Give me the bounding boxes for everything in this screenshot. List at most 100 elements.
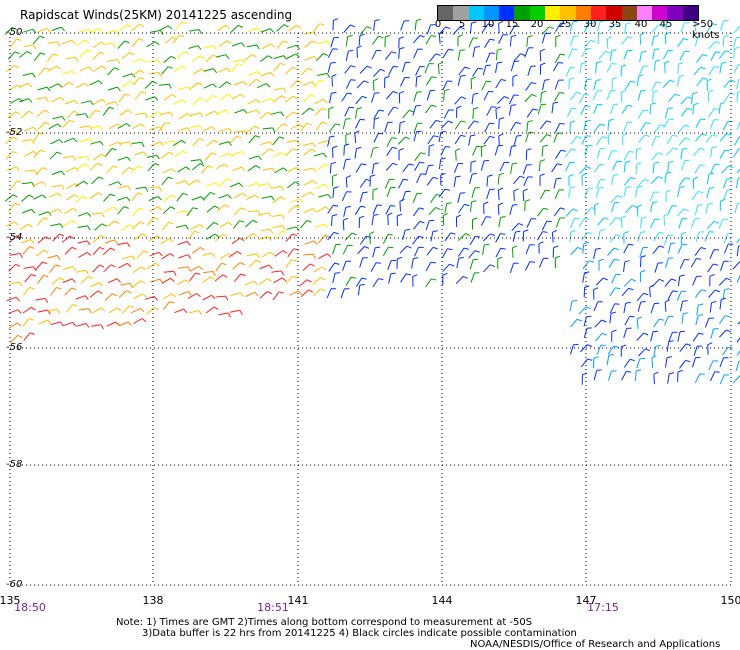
wind-barb: [345, 276, 352, 286]
wind-barb: [607, 23, 616, 32]
wind-barb: [342, 119, 346, 130]
wind-barb: [300, 289, 309, 298]
wind-barb: [607, 345, 615, 355]
wind-barb-feather: [15, 296, 20, 302]
wind-barb: [666, 134, 674, 144]
wind-barb: [48, 208, 59, 214]
wind-barb: [206, 222, 215, 230]
wind-barb: [162, 293, 172, 300]
wind-barb: [231, 237, 241, 245]
wind-barb-feather: [715, 289, 720, 293]
wind-barb: [78, 308, 89, 311]
wind-barb-feather: [664, 299, 671, 303]
wind-barb: [425, 104, 432, 114]
wind-barb: [200, 165, 209, 174]
wind-barb: [313, 152, 324, 157]
wind-barb-feather: [685, 177, 691, 180]
wind-barb: [231, 151, 242, 156]
wind-barb: [77, 212, 88, 217]
wind-barb: [372, 247, 376, 258]
wind-barb-feather: [639, 32, 645, 36]
wind-barb: [160, 238, 170, 245]
wind-barb: [190, 159, 201, 162]
wind-barb-feather: [129, 305, 134, 309]
wind-barb: [736, 120, 740, 130]
wind-barb: [638, 348, 646, 357]
wind-barb: [22, 182, 33, 185]
wind-barb: [189, 272, 196, 282]
wind-barb: [203, 83, 214, 89]
wind-barb: [300, 123, 307, 132]
wind-barb-feather: [373, 78, 379, 82]
wind-barb-feather: [324, 183, 329, 188]
wind-barb: [79, 125, 90, 129]
wind-barb: [187, 293, 197, 300]
wind-barb: [258, 183, 269, 186]
wind-barb-feather: [730, 79, 736, 83]
wind-barb: [288, 24, 297, 32]
wind-barb-feather: [405, 273, 411, 276]
wind-barb: [638, 134, 646, 143]
wind-barb-feather: [256, 182, 261, 188]
wind-barb-feather: [182, 192, 188, 196]
wind-barb: [215, 295, 226, 298]
wind-barb: [89, 80, 99, 86]
wind-barb-feather: [667, 107, 674, 109]
wind-barb-feather: [332, 214, 338, 217]
wind-barb-feather: [614, 258, 620, 261]
wind-barb: [680, 149, 683, 160]
wind-barb-feather: [625, 301, 631, 304]
wind-barb-feather: [727, 120, 733, 123]
wind-barb: [654, 262, 659, 273]
wind-barb-feather: [611, 63, 617, 65]
wind-barb-feather: [292, 275, 298, 279]
wind-barb-feather: [47, 319, 52, 324]
wind-barb: [695, 289, 702, 298]
wind-barb: [177, 266, 188, 269]
wind-barb-feather: [42, 167, 48, 170]
wind-barb-feather: [44, 122, 50, 125]
wind-barb-feather: [626, 186, 632, 188]
wind-barb-feather: [442, 272, 448, 276]
wind-barb: [426, 247, 434, 256]
wind-barb-feather: [637, 204, 643, 208]
wind-barb-feather: [153, 217, 159, 220]
wind-barb: [214, 274, 224, 282]
wind-barb-feather: [27, 50, 32, 55]
wind-barb: [483, 136, 491, 145]
wind-barb: [74, 195, 84, 203]
wind-barb: [668, 332, 673, 342]
wind-barb: [287, 205, 296, 213]
wind-barb-feather: [126, 24, 132, 28]
colorbar-segment: [468, 6, 484, 20]
wind-barb: [118, 93, 126, 103]
wind-barb-feather: [655, 345, 661, 347]
wind-barb-feather: [281, 277, 287, 282]
wind-barb: [370, 262, 377, 272]
wind-barb-feather: [321, 121, 328, 124]
wind-barb: [495, 108, 498, 119]
wind-barb: [679, 51, 685, 61]
wind-barb-feather: [186, 127, 191, 132]
wind-barb: [690, 218, 696, 228]
wind-barb-feather: [328, 106, 334, 110]
wind-barb: [164, 140, 175, 144]
wind-barb: [498, 217, 501, 228]
wind-barb-feather: [270, 43, 275, 48]
wind-barb: [9, 235, 17, 243]
wind-barb-feather: [629, 315, 635, 318]
wind-barb-feather: [463, 247, 469, 250]
wind-barb: [161, 253, 171, 260]
wind-barb: [554, 53, 561, 64]
wind-barb: [106, 165, 114, 174]
wind-barb-feather: [157, 111, 163, 115]
wind-barb-feather: [345, 158, 351, 161]
wind-barb-feather: [663, 213, 669, 217]
wind-barb: [455, 150, 457, 161]
wind-barb-feather: [672, 134, 678, 137]
wind-barb: [624, 81, 631, 91]
wind-barb-feather: [212, 94, 218, 99]
wind-barb: [497, 190, 500, 201]
wind-barb: [61, 235, 71, 243]
wind-barb-feather: [359, 33, 365, 37]
